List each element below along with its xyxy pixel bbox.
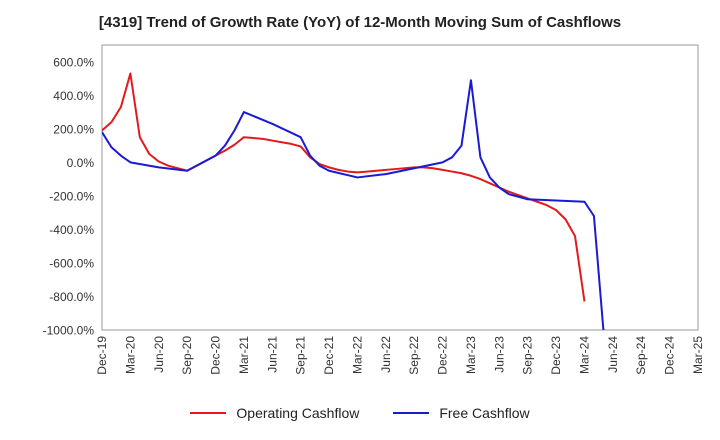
- x-tick-label: Jun-24: [606, 336, 620, 373]
- x-tick-label: Dec-19: [95, 336, 109, 375]
- x-tick-label: Dec-20: [209, 336, 223, 375]
- x-tick-labels: Dec-19 Mar-20 Jun-20 Sep-20 Dec-20 Mar-21 Jun-…: [95, 336, 705, 375]
- x-tick-label: Mar-25: [691, 336, 705, 374]
- x-tick-label: Sep-21: [294, 336, 308, 375]
- x-tick-label: Mar-23: [464, 336, 478, 374]
- x-tick-label: Sep-20: [180, 336, 194, 375]
- series-lines: [102, 72, 605, 330]
- x-tick-label: Sep-22: [407, 336, 421, 375]
- x-tick-label: Dec-22: [436, 336, 450, 375]
- legend-label-free: Free Cashflow: [439, 405, 530, 421]
- y-tick-label: 400.0%: [53, 89, 94, 103]
- x-tick-label: Jun-23: [492, 336, 506, 373]
- x-tick-label: Jun-21: [265, 336, 279, 373]
- legend: Operating Cashflow Free Cashflow: [0, 405, 720, 421]
- legend-label-operating: Operating Cashflow: [236, 405, 360, 421]
- x-tick-label: Mar-20: [123, 336, 137, 374]
- legend-swatch-free: [393, 412, 430, 414]
- x-tick-label: Sep-23: [521, 336, 535, 375]
- y-tick-label: 0.0%: [67, 156, 95, 170]
- x-tick-label: Sep-24: [634, 336, 648, 375]
- y-tick-label: -800.0%: [49, 290, 94, 304]
- x-tick-label: Jun-20: [152, 336, 166, 373]
- plot-frame: [101, 44, 699, 331]
- y-tick-label: 600.0%: [53, 55, 94, 69]
- legend-swatch-operating: [190, 412, 227, 414]
- legend-item-free-cashflow: Free Cashflow: [393, 405, 530, 421]
- x-tick-label: Mar-22: [350, 336, 364, 374]
- x-tick-label: Mar-24: [577, 336, 591, 374]
- y-tick-label: -1000.0%: [43, 324, 95, 338]
- chart-title: [4319] Trend of Growth Rate (YoY) of 12-…: [98, 14, 622, 31]
- x-tick-label: Dec-21: [322, 336, 336, 375]
- axes: [101, 44, 699, 331]
- x-tick-label: Jun-22: [379, 336, 393, 373]
- y-tick-label: -200.0%: [49, 189, 94, 203]
- y-tick-label: -600.0%: [49, 256, 94, 270]
- series-line-free-cashflow: [102, 79, 605, 330]
- x-tick-label: Dec-24: [663, 336, 677, 375]
- legend-item-operating-cashflow: Operating Cashflow: [190, 405, 359, 421]
- y-tick-labels: 600.0% 400.0% 200.0% 0.0% -200.0% -400.0% -600…: [43, 55, 95, 337]
- x-tick-label: Dec-23: [549, 336, 563, 375]
- y-tick-label: 200.0%: [53, 122, 94, 136]
- y-tick-label: -400.0%: [49, 223, 94, 237]
- x-tick-label: Mar-21: [237, 336, 251, 374]
